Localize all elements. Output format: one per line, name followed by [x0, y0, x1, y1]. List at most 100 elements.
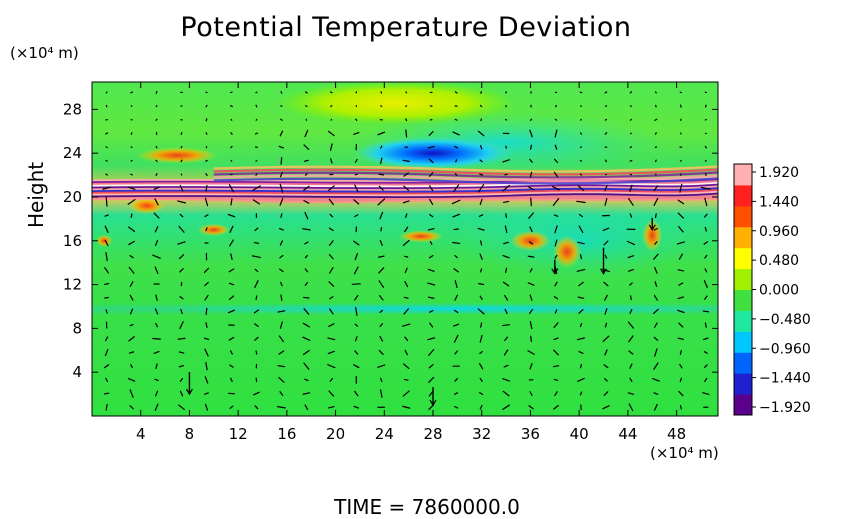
- wind-vector: [329, 143, 333, 151]
- wind-vector: [579, 322, 583, 328]
- wind-vector: [155, 118, 158, 121]
- wind-vector: [403, 172, 409, 177]
- wind-vector: [528, 241, 534, 245]
- wind-vector: [679, 104, 682, 108]
- wind-vector: [454, 145, 459, 149]
- wind-vector: [553, 158, 559, 164]
- time-label: TIME = 7860000.0: [334, 495, 520, 519]
- wind-vector: [230, 132, 233, 135]
- wind-vector: [402, 390, 410, 397]
- wind-vector: [454, 294, 458, 301]
- wind-vector: [603, 281, 609, 287]
- wind-vector: [603, 240, 609, 246]
- wind-vector: [429, 322, 434, 328]
- wind-vector: [377, 198, 386, 206]
- wind-vector: [604, 322, 608, 328]
- wind-vector: [479, 377, 483, 382]
- x-tick-label: 8: [185, 425, 195, 443]
- wind-vector: [129, 405, 134, 410]
- wind-vector: [178, 225, 185, 233]
- wind-vector: [629, 363, 633, 369]
- wind-vector: [104, 282, 110, 286]
- colorbar-label: −0.480: [759, 312, 811, 328]
- wind-vector: [530, 144, 533, 150]
- y-tick-label: 12: [63, 276, 82, 294]
- wind-vector: [628, 350, 634, 355]
- wind-vector-head: [600, 268, 608, 275]
- wind-vector: [254, 280, 259, 288]
- wind-vector: [553, 322, 559, 328]
- wind-vector: [453, 184, 460, 193]
- wind-vector: [504, 308, 508, 315]
- wind-vector: [105, 173, 108, 176]
- wind-vector: [280, 91, 283, 94]
- wind-vector: [505, 213, 507, 218]
- wind-vector: [353, 266, 359, 275]
- wind-vector: [228, 336, 235, 341]
- field-wave-line: [213, 177, 718, 185]
- wind-vector: [379, 309, 384, 313]
- wind-vector: [305, 105, 308, 107]
- wind-vector: [155, 390, 159, 397]
- wind-vector: [480, 91, 483, 94]
- wind-vector: [428, 131, 434, 136]
- wind-vector: [228, 282, 235, 286]
- wind-vector: [354, 158, 358, 163]
- colorbar-label: −1.920: [759, 400, 811, 416]
- wind-vector: [502, 281, 510, 287]
- wind-vector: [576, 200, 586, 204]
- wind-vector: [179, 213, 184, 218]
- wind-vector: [678, 226, 684, 233]
- wind-vector: [704, 104, 707, 108]
- wind-vector: [478, 283, 485, 286]
- wind-vector: [679, 350, 682, 355]
- wind-vector: [676, 241, 685, 245]
- wind-vector: [105, 403, 108, 411]
- wind-vector: [404, 336, 409, 342]
- wind-vector: [702, 392, 710, 396]
- wind-vector: [578, 350, 584, 354]
- wind-vector: [304, 378, 309, 382]
- wind-vector: [304, 91, 308, 94]
- wind-vector: [130, 364, 133, 369]
- wind-vector: [280, 118, 283, 121]
- wind-vector: [479, 159, 483, 163]
- wind-vector: [327, 364, 336, 369]
- wind-vector: [155, 145, 158, 149]
- wind-vector: [154, 378, 159, 382]
- wind-vector: [602, 335, 610, 343]
- wind-vector: [279, 198, 284, 206]
- wind-vector: [553, 296, 559, 300]
- wind-vector: [204, 214, 209, 218]
- wind-vector: [626, 240, 635, 246]
- wind-vector: [130, 213, 133, 218]
- wind-vector: [704, 226, 707, 232]
- wind-vector: [629, 282, 633, 286]
- colorbar-segment: [734, 164, 752, 186]
- field-wave-line: [213, 174, 718, 182]
- wind-vector: [179, 184, 184, 192]
- wind-vector: [502, 390, 510, 397]
- wind-vector: [552, 365, 560, 368]
- wind-vector: [329, 266, 334, 274]
- wind-vector: [230, 159, 233, 162]
- wind-vector: [303, 159, 309, 162]
- y-tick-label: 16: [63, 232, 82, 250]
- wind-vector: [102, 186, 111, 190]
- wind-vector: [205, 227, 208, 232]
- x-tick-label: 36: [521, 425, 540, 443]
- wind-vector: [677, 296, 685, 300]
- wind-vector: [454, 392, 459, 395]
- wind-vector: [280, 213, 283, 218]
- wind-vector: [527, 350, 535, 355]
- wind-vector: [629, 146, 633, 149]
- wind-vector: [405, 213, 408, 218]
- wind-vector: [254, 405, 259, 410]
- wind-vector: [328, 254, 334, 260]
- wind-vector: [229, 225, 234, 233]
- wind-vector: [329, 213, 334, 218]
- wind-vector: [529, 308, 534, 314]
- wind-vector: [303, 144, 310, 150]
- wind-vector: [278, 335, 284, 343]
